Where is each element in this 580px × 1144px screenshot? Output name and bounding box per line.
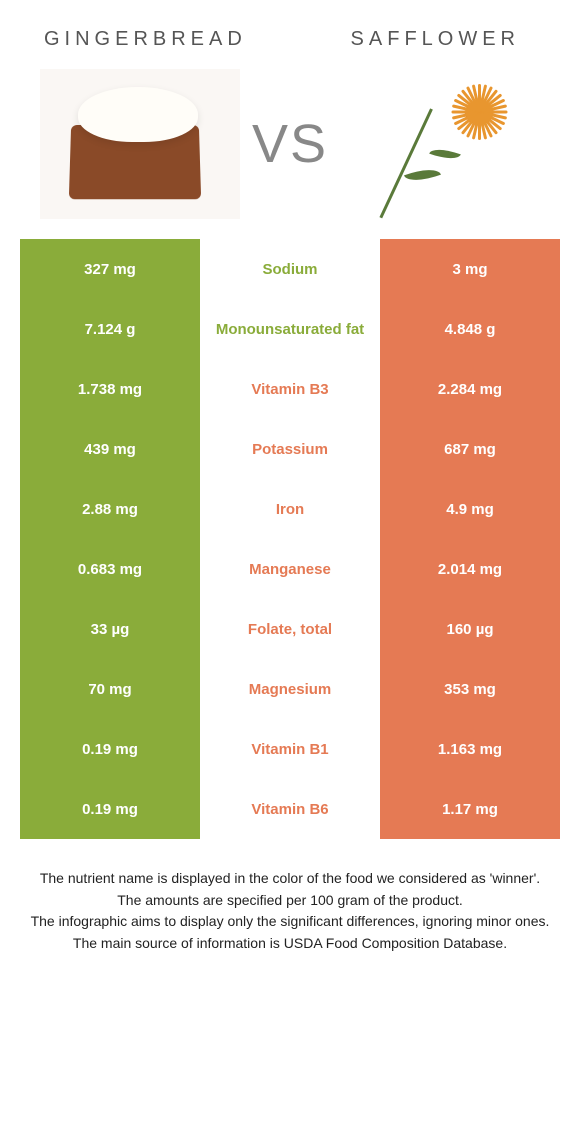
note-line: The amounts are specified per 100 gram o…	[24, 891, 556, 911]
left-value: 0.19 mg	[20, 719, 200, 779]
right-value: 1.17 mg	[380, 779, 560, 839]
table-row: 327 mgSodium3 mg	[20, 239, 560, 299]
left-value: 33 µg	[20, 599, 200, 659]
left-value: 0.19 mg	[20, 779, 200, 839]
note-line: The main source of information is USDA F…	[24, 934, 556, 954]
nutrient-label: Monounsaturated fat	[202, 299, 378, 359]
nutrient-label: Magnesium	[202, 659, 378, 719]
header: GINGERBREAD SAFFLOWER	[0, 0, 580, 69]
right-food-title: SAFFLOWER	[351, 28, 520, 51]
left-value: 70 mg	[20, 659, 200, 719]
right-value: 687 mg	[380, 419, 560, 479]
note-line: The nutrient name is displayed in the co…	[24, 869, 556, 889]
left-value: 439 mg	[20, 419, 200, 479]
right-value: 3 mg	[380, 239, 560, 299]
nutrient-label: Iron	[202, 479, 378, 539]
table-row: 0.19 mgVitamin B11.163 mg	[20, 719, 560, 779]
nutrient-label: Vitamin B3	[202, 359, 378, 419]
vs-label: VS	[252, 113, 328, 175]
safflower-image	[340, 69, 540, 219]
left-value: 2.88 mg	[20, 479, 200, 539]
nutrient-label: Folate, total	[202, 599, 378, 659]
left-value: 7.124 g	[20, 299, 200, 359]
table-row: 2.88 mgIron4.9 mg	[20, 479, 560, 539]
left-food-title: GINGERBREAD	[44, 28, 247, 51]
nutrient-label: Vitamin B1	[202, 719, 378, 779]
images-row: VS	[0, 69, 580, 239]
right-value: 4.9 mg	[380, 479, 560, 539]
table-row: 33 µgFolate, total160 µg	[20, 599, 560, 659]
note-line: The infographic aims to display only the…	[24, 912, 556, 932]
left-value: 327 mg	[20, 239, 200, 299]
gingerbread-image	[40, 69, 240, 219]
nutrient-label: Potassium	[202, 419, 378, 479]
nutrient-label: Sodium	[202, 239, 378, 299]
right-value: 4.848 g	[380, 299, 560, 359]
left-value: 0.683 mg	[20, 539, 200, 599]
table-row: 0.19 mgVitamin B61.17 mg	[20, 779, 560, 839]
right-value: 160 µg	[380, 599, 560, 659]
table-row: 0.683 mgManganese2.014 mg	[20, 539, 560, 599]
nutrient-label: Manganese	[202, 539, 378, 599]
right-value: 1.163 mg	[380, 719, 560, 779]
table-row: 1.738 mgVitamin B32.284 mg	[20, 359, 560, 419]
footer-notes: The nutrient name is displayed in the co…	[0, 839, 580, 953]
right-value: 353 mg	[380, 659, 560, 719]
table-row: 7.124 gMonounsaturated fat4.848 g	[20, 299, 560, 359]
left-value: 1.738 mg	[20, 359, 200, 419]
right-value: 2.014 mg	[380, 539, 560, 599]
table-row: 70 mgMagnesium353 mg	[20, 659, 560, 719]
nutrient-label: Vitamin B6	[202, 779, 378, 839]
comparison-table: 327 mgSodium3 mg7.124 gMonounsaturated f…	[0, 239, 580, 839]
table-row: 439 mgPotassium687 mg	[20, 419, 560, 479]
right-value: 2.284 mg	[380, 359, 560, 419]
